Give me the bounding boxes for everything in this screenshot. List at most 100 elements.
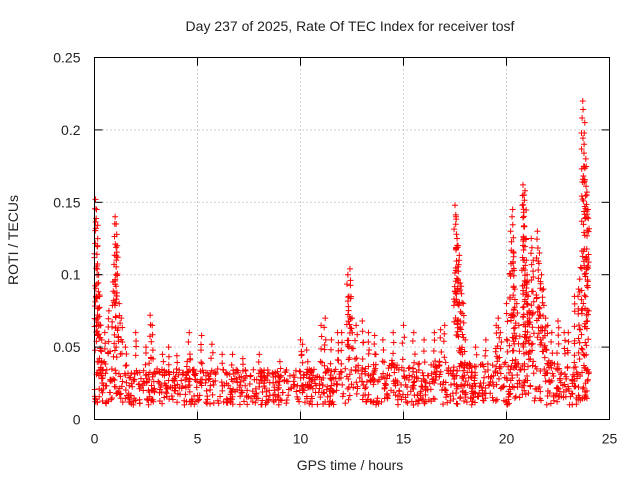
data-point-band (109, 377, 116, 384)
data-point-band (324, 365, 331, 372)
data-point-band (178, 377, 185, 384)
data-point-band (304, 395, 311, 402)
data-point-band (493, 381, 500, 388)
data-point-band (265, 396, 272, 403)
data-point-band (422, 386, 429, 393)
data-point-band (416, 360, 423, 367)
data-point-cluster (338, 360, 345, 367)
data-point-band (171, 377, 178, 384)
data-point-band (418, 383, 425, 390)
data-point-cluster (119, 324, 126, 331)
data-point (458, 283, 465, 290)
data-point-band (440, 378, 447, 385)
data-point (92, 196, 99, 203)
data-point (149, 322, 156, 329)
data-point-cluster (530, 358, 537, 365)
data-point-cluster (123, 351, 130, 358)
data-point-band (426, 380, 433, 387)
data-point (349, 315, 355, 322)
data-point-cluster (113, 296, 120, 303)
data-point-band (214, 366, 221, 373)
data-point-cluster (98, 358, 105, 365)
data-point-cluster (208, 367, 215, 374)
data-point-band (343, 373, 350, 380)
data-point-cluster (275, 372, 282, 379)
data-point-cluster (538, 339, 545, 346)
data-point-cluster (451, 226, 458, 233)
data-point-cluster (401, 372, 408, 379)
data-point (198, 332, 205, 339)
data-point (555, 318, 561, 325)
data-point-band (237, 393, 244, 400)
data-point-band (227, 391, 234, 398)
data-point (101, 329, 108, 336)
data-point-cluster (564, 363, 571, 370)
data-point-cluster (579, 135, 586, 142)
data-point-band (407, 388, 414, 395)
data-point-cluster (561, 350, 568, 357)
data-point-cluster (509, 213, 516, 220)
data-point-cluster (516, 333, 523, 340)
data-point-band (558, 393, 565, 400)
data-point-cluster (520, 223, 527, 230)
data-point-cluster (498, 338, 505, 345)
data-point-cluster (219, 360, 226, 367)
data-point-cluster (514, 309, 521, 316)
data-point-cluster (95, 331, 102, 338)
data-point (511, 286, 518, 293)
data-point-band (440, 401, 447, 408)
data-point-cluster (146, 333, 153, 340)
data-point-band (285, 386, 292, 393)
data-point-band (505, 388, 512, 395)
data-point-band (521, 360, 528, 367)
data-point-cluster (496, 354, 503, 361)
data-point-cluster (583, 163, 590, 170)
data-point-cluster (523, 207, 530, 214)
data-point-cluster (520, 314, 527, 321)
data-point-cluster (94, 266, 101, 273)
data-point-band (415, 375, 422, 382)
data-point-cluster (583, 183, 590, 190)
data-point-cluster (411, 351, 418, 358)
data-point-band (380, 370, 387, 377)
data-point-band (471, 380, 478, 387)
data-point-cluster (457, 318, 464, 325)
data-point-band (150, 378, 157, 385)
data-point-cluster (554, 350, 561, 357)
data-point-band (102, 382, 109, 389)
data-point-band (403, 398, 410, 405)
data-point-band (174, 381, 181, 388)
data-point-cluster (525, 337, 532, 344)
ticks-layer: 0 5 10 15 20 25 0 0.05 0.1 0.15 0.2 0.25 (53, 50, 617, 447)
data-point-band (536, 383, 543, 390)
data-point-band (326, 401, 333, 408)
data-point (132, 329, 139, 336)
data-point-band (468, 401, 475, 408)
data-point-cluster (95, 288, 102, 295)
data-point-cluster (277, 365, 284, 372)
data-point-cluster (113, 283, 120, 290)
data-point-cluster (98, 348, 105, 355)
data-point-band (130, 398, 137, 405)
data-point (583, 192, 590, 199)
data-point (575, 286, 582, 293)
data-point-band (126, 374, 133, 381)
data-point-cluster (548, 338, 555, 345)
data-point-band (358, 378, 365, 385)
data-point (353, 322, 360, 329)
data-point-cluster (584, 232, 591, 239)
data-point-cluster (98, 372, 105, 379)
data-point-band (99, 389, 106, 396)
data-point-band (143, 371, 150, 378)
data-point-band (517, 367, 524, 374)
data-point-band (210, 381, 217, 388)
data-point-band (339, 381, 346, 388)
data-point-cluster (504, 348, 511, 355)
data-point-cluster (158, 366, 165, 373)
data-point-cluster (348, 366, 355, 373)
data-point-band (516, 394, 523, 401)
data-point (513, 300, 520, 307)
data-point-cluster (539, 299, 546, 306)
data-point-cluster (453, 372, 460, 379)
data-point-band (404, 391, 411, 398)
